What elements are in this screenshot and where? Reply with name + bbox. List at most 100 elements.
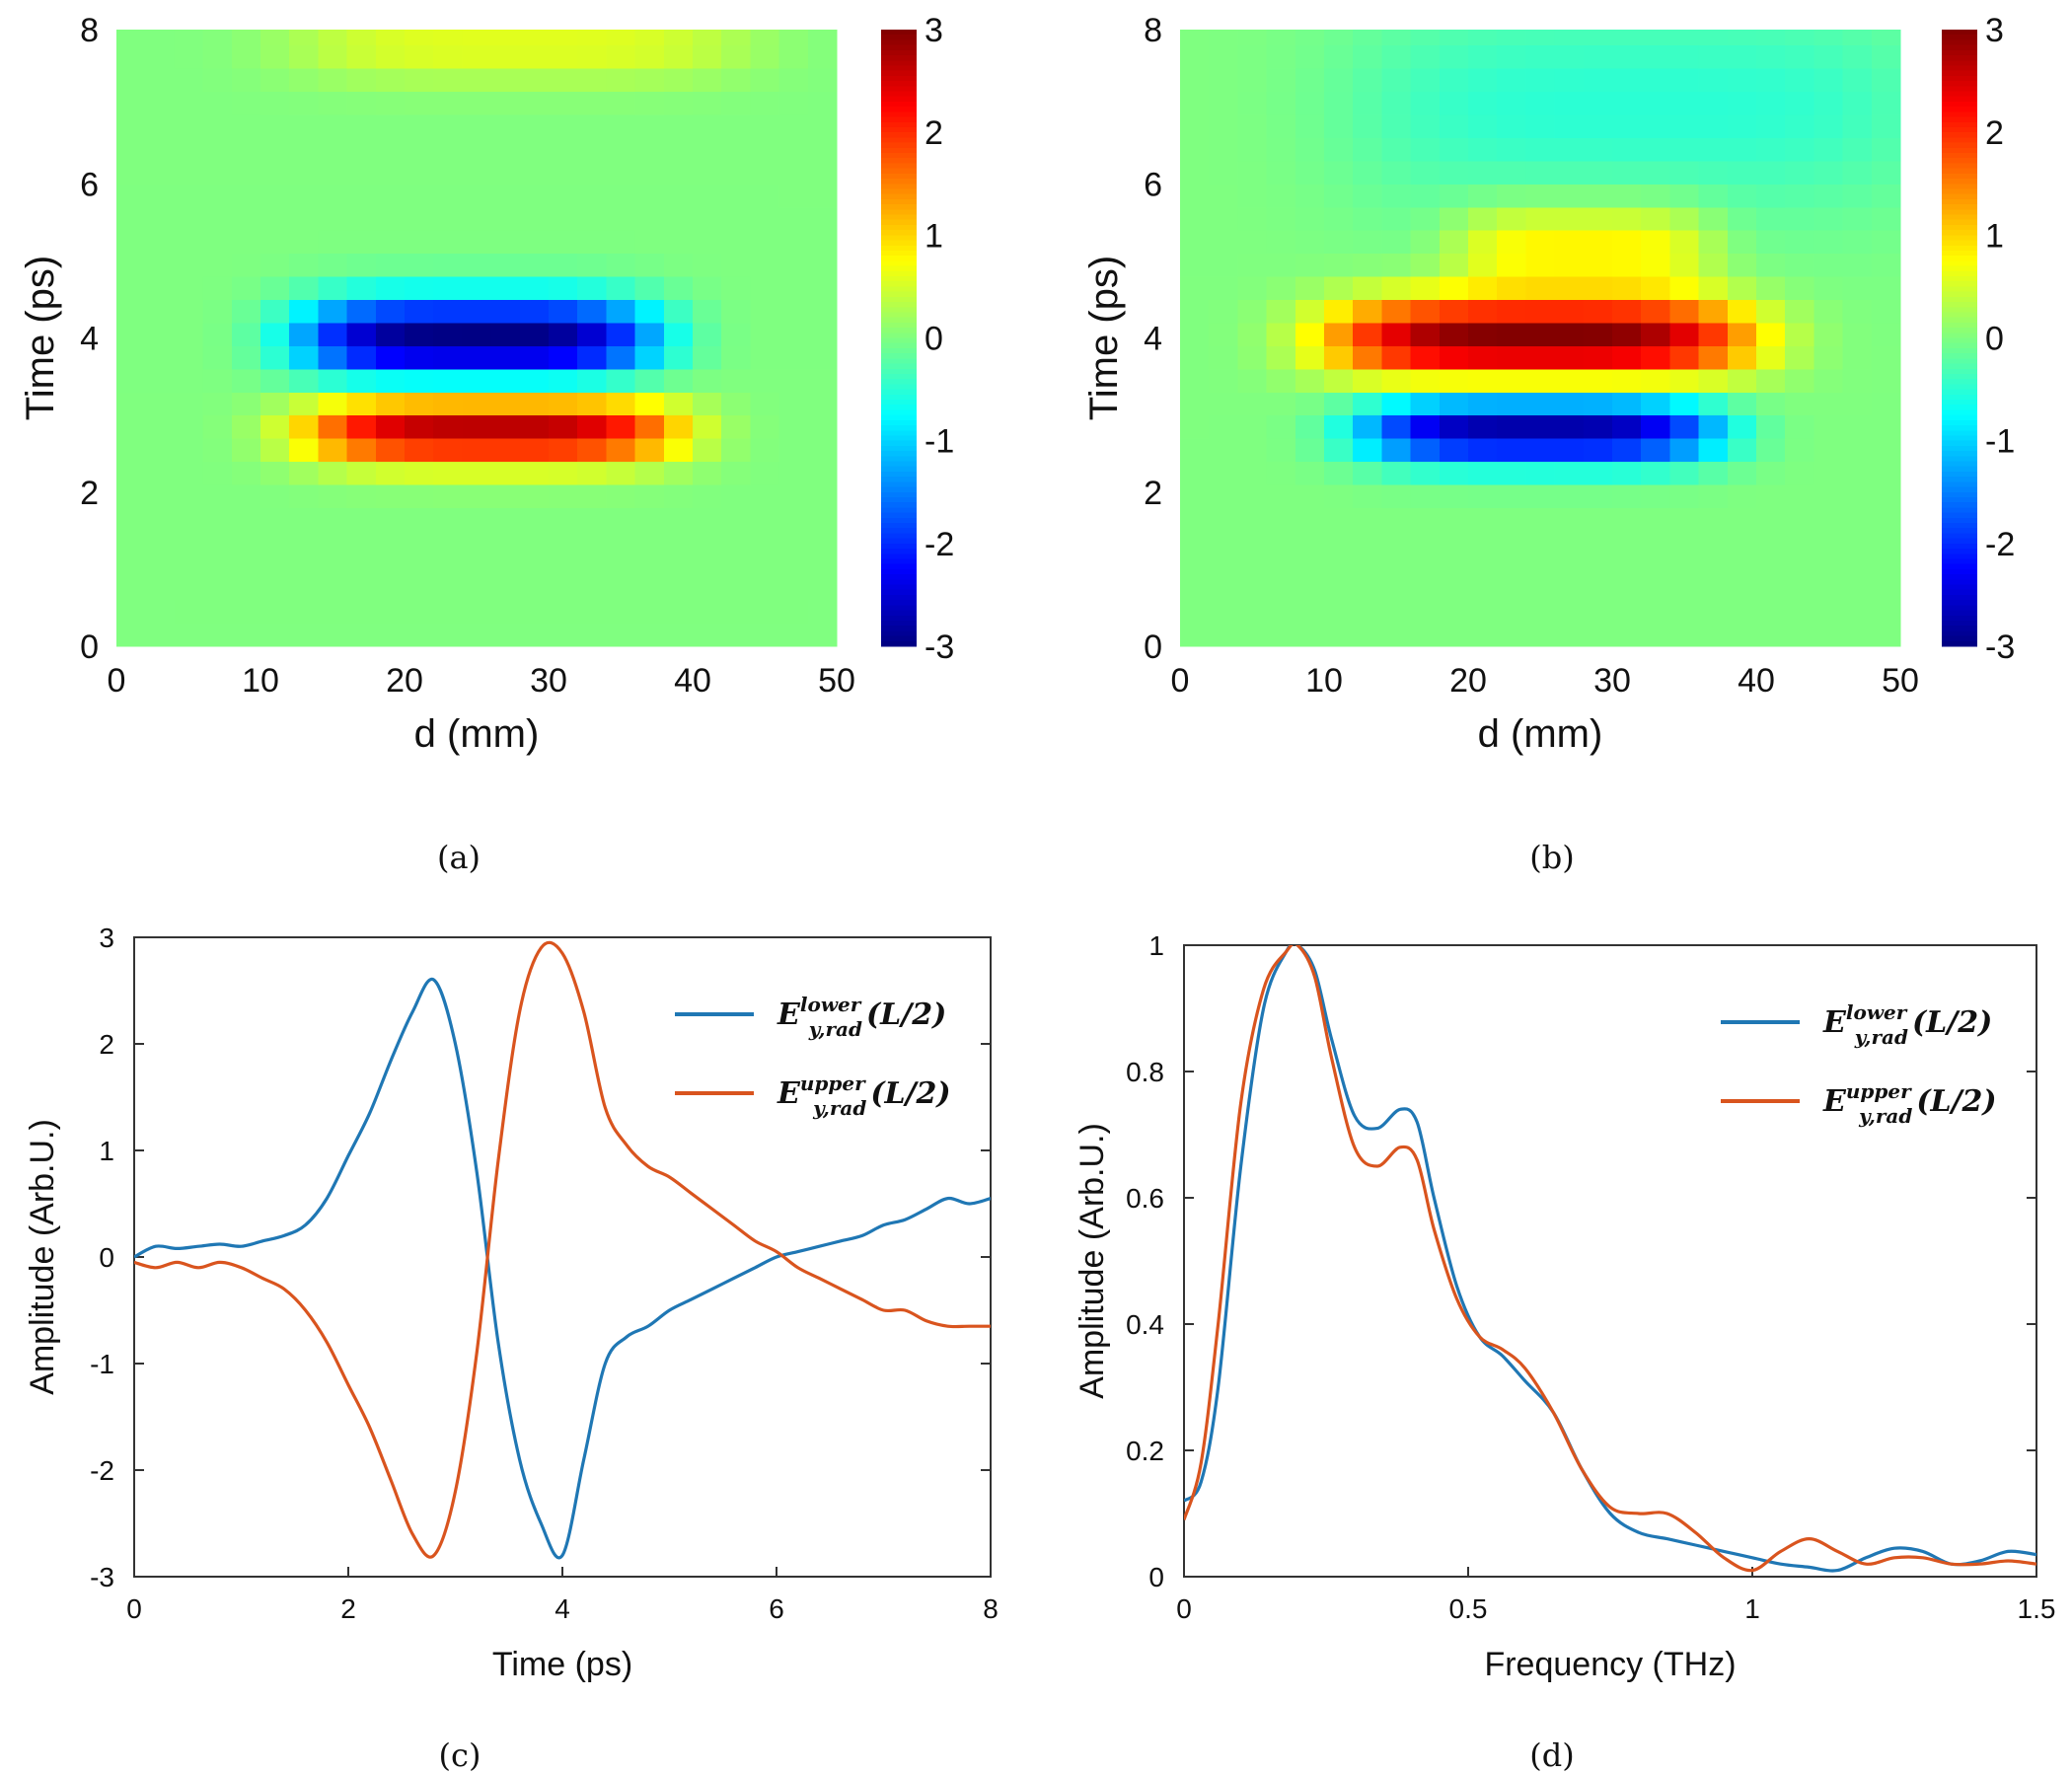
heatmap-cell [490,44,521,69]
heatmap-cell [807,44,838,69]
heatmap-cell [1612,184,1642,208]
heatmap-cell [606,554,636,578]
colorbar-segment [1942,328,1977,333]
heatmap-cell [1583,368,1613,393]
heatmap-cell [462,206,492,231]
heatmap-cell [1612,368,1642,393]
heatmap-cell [1583,30,1613,46]
heatmap-cell [519,507,550,532]
heatmap-cell [462,230,492,255]
heatmap-cell [1180,44,1210,69]
heatmap-cell [174,253,204,277]
heatmap-cell [1785,206,1814,231]
heatmap-cell [1612,507,1642,532]
heatmap-cell [577,322,607,346]
heatmap-cell [1468,299,1498,324]
heatmap-cell [1295,345,1325,370]
heatmap-cell [1727,322,1757,346]
heatmap-cell [721,438,751,463]
heatmap-cell [577,576,607,601]
heatmap-cell [375,600,406,625]
heatmap-cell [807,253,838,277]
heatmap-cell [1525,507,1556,532]
heatmap-cell [750,253,780,277]
heatmap-cell [1295,113,1325,138]
heatmap-cell [1180,253,1210,277]
heatmap-cell [318,113,348,138]
heatmap-cell [1698,68,1729,93]
heatmap-cell [693,507,722,532]
heatmap-cell [174,91,204,115]
heatmap-cell [145,206,175,231]
colorbar-segment [1942,563,1977,570]
heatmap-cell [1525,600,1556,625]
heatmap-cell [433,483,463,508]
heatmap-cell [721,30,751,46]
heatmap-cell [1237,253,1268,277]
heatmap-cell [519,160,550,185]
heatmap-cell [1468,160,1498,185]
heatmap-cell [1785,276,1814,301]
heatmap-cell [1324,345,1354,370]
heatmap-cell [750,299,780,324]
heatmap-cell [1641,230,1670,255]
heatmap-cell [549,438,578,463]
heatmap-cell [1410,438,1441,463]
heatmap-cell [1813,368,1844,393]
heatmap-cell [1209,530,1238,554]
colorbar-segment [881,600,917,606]
colorbar-segment [1942,456,1977,463]
heatmap-cell [375,507,406,532]
heatmap-cell [519,276,550,301]
heatmap-cell [490,392,521,416]
heatmap-cell [145,368,175,393]
heatmap-cell [1785,160,1814,185]
heatmap-cell [519,483,550,508]
heatmap-cell [1324,483,1354,508]
colorbar-segment [1942,554,1977,560]
heatmap-cell [606,322,636,346]
heatmap-cell [289,160,319,185]
heatmap-cell [346,530,377,554]
heatmap-cell [490,507,521,532]
heatmap-cell [174,184,204,208]
heatmap-cell [1756,276,1786,301]
colorbar-segment [1942,39,1977,46]
heatmap-cell [202,206,233,231]
heatmap-cell [1266,68,1296,93]
heatmap-cell [1353,160,1382,185]
heatmap-cell [1813,392,1844,416]
heatmap-cell [1266,137,1296,162]
heatmap-cell [1669,368,1700,393]
heatmap-cell [577,113,607,138]
colorbar-segment [1942,342,1977,349]
heatmap-cell [231,184,261,208]
x-axis-label: Time (ps) [492,1646,632,1683]
heatmap-cell [1381,554,1412,578]
heatmap-cell [145,345,175,370]
heatmap-cell [577,184,607,208]
heatmap-cell [1353,299,1382,324]
heatmap-cell [1266,30,1296,46]
colorbar-segment [881,425,917,431]
heatmap-cell [1813,483,1844,508]
heatmap-cell [1209,68,1238,93]
heatmap-cell [1266,461,1296,485]
heatmap-cell [1669,530,1700,554]
heatmap-cell [145,600,175,625]
heatmap-cell [1554,68,1585,93]
heatmap-cell [1209,91,1238,115]
colorbar-segment [1942,317,1977,324]
heatmap-cell [1468,113,1498,138]
heatmap-cell [1497,623,1526,647]
heatmap-cell [1468,253,1498,277]
heatmap-cell [346,461,377,485]
heatmap-cell [1266,483,1296,508]
heatmap-cell [231,438,261,463]
heatmap-cell [1583,507,1613,532]
y-tick-label: 1 [1148,930,1164,961]
heatmap-cell [1410,253,1441,277]
heatmap-cell [116,461,146,485]
heatmap-cell [1698,392,1729,416]
